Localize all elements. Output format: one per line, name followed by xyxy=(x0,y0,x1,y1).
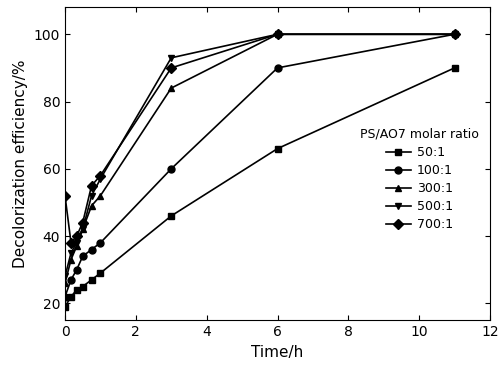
500:1 xyxy=(88,194,94,198)
700:1 xyxy=(98,173,103,178)
300:1 xyxy=(452,32,458,36)
50:1 xyxy=(62,304,68,309)
100:1 xyxy=(274,66,280,70)
700:1 xyxy=(68,241,74,245)
Legend: 50:1, 100:1, 300:1, 500:1, 700:1: 50:1, 100:1, 300:1, 500:1, 700:1 xyxy=(355,123,484,236)
50:1 xyxy=(168,214,174,218)
700:1 xyxy=(452,32,458,36)
50:1 xyxy=(98,271,103,275)
500:1 xyxy=(168,56,174,60)
50:1 xyxy=(88,277,94,282)
50:1 xyxy=(68,294,74,299)
500:1 xyxy=(452,32,458,36)
Line: 500:1: 500:1 xyxy=(62,31,458,280)
50:1 xyxy=(80,284,86,289)
Line: 50:1: 50:1 xyxy=(62,64,458,310)
100:1 xyxy=(88,247,94,252)
300:1 xyxy=(80,227,86,231)
X-axis label: Time/h: Time/h xyxy=(252,344,304,360)
700:1 xyxy=(274,32,280,36)
Line: 100:1: 100:1 xyxy=(62,31,458,300)
700:1 xyxy=(62,194,68,198)
700:1 xyxy=(88,183,94,188)
300:1 xyxy=(68,257,74,262)
50:1 xyxy=(452,66,458,70)
300:1 xyxy=(168,86,174,90)
700:1 xyxy=(168,66,174,70)
100:1 xyxy=(98,241,103,245)
100:1 xyxy=(80,254,86,258)
700:1 xyxy=(80,220,86,225)
500:1 xyxy=(274,32,280,36)
300:1 xyxy=(74,244,80,248)
Y-axis label: Decolorization efficiency/%: Decolorization efficiency/% xyxy=(13,60,28,268)
Line: 700:1: 700:1 xyxy=(62,31,458,246)
300:1 xyxy=(88,204,94,208)
300:1 xyxy=(274,32,280,36)
100:1 xyxy=(62,294,68,299)
500:1 xyxy=(80,227,86,231)
500:1 xyxy=(62,274,68,279)
Line: 300:1: 300:1 xyxy=(62,31,458,287)
100:1 xyxy=(74,268,80,272)
100:1 xyxy=(452,32,458,36)
100:1 xyxy=(168,167,174,171)
500:1 xyxy=(98,177,103,181)
500:1 xyxy=(74,241,80,245)
100:1 xyxy=(68,277,74,282)
700:1 xyxy=(74,234,80,238)
300:1 xyxy=(98,194,103,198)
500:1 xyxy=(68,251,74,255)
50:1 xyxy=(274,146,280,151)
50:1 xyxy=(74,288,80,292)
300:1 xyxy=(62,281,68,285)
